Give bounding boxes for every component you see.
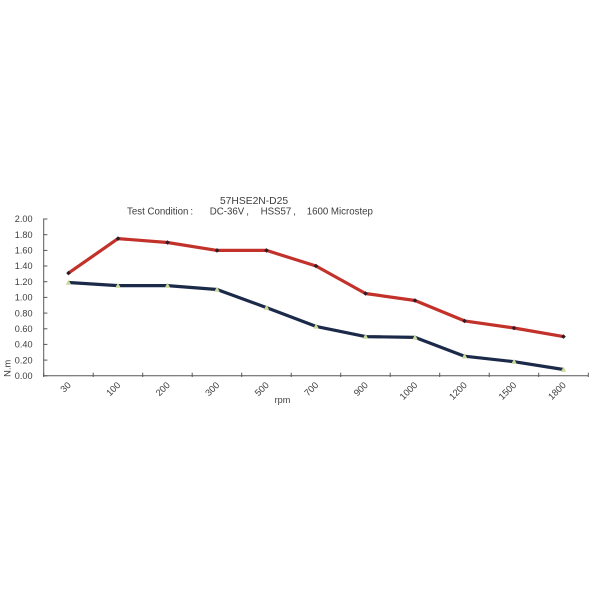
svg-text:1.00: 1.00 [15, 293, 33, 303]
svg-text:1.40: 1.40 [15, 261, 33, 271]
svg-text:1.80: 1.80 [15, 230, 33, 240]
svg-text:HSS57 ,: HSS57 , [261, 206, 296, 217]
svg-text:0.20: 0.20 [15, 355, 33, 365]
svg-text:0.80: 0.80 [15, 308, 33, 318]
svg-text:57HSE2N-D25: 57HSE2N-D25 [220, 196, 288, 207]
svg-text:rpm: rpm [275, 395, 291, 405]
svg-text:DC-36V ,: DC-36V , [210, 206, 249, 217]
svg-text:0.00: 0.00 [15, 371, 33, 381]
svg-text:N.m: N.m [3, 360, 13, 377]
svg-text:1.60: 1.60 [15, 246, 33, 256]
svg-text:1.20: 1.20 [15, 277, 33, 287]
svg-text:0.60: 0.60 [15, 324, 33, 334]
svg-text:0.40: 0.40 [15, 340, 33, 350]
svg-text:2.00: 2.00 [15, 214, 33, 224]
svg-text:1600 Microstep: 1600 Microstep [307, 206, 373, 217]
svg-text:Test Condition :: Test Condition : [127, 206, 193, 217]
